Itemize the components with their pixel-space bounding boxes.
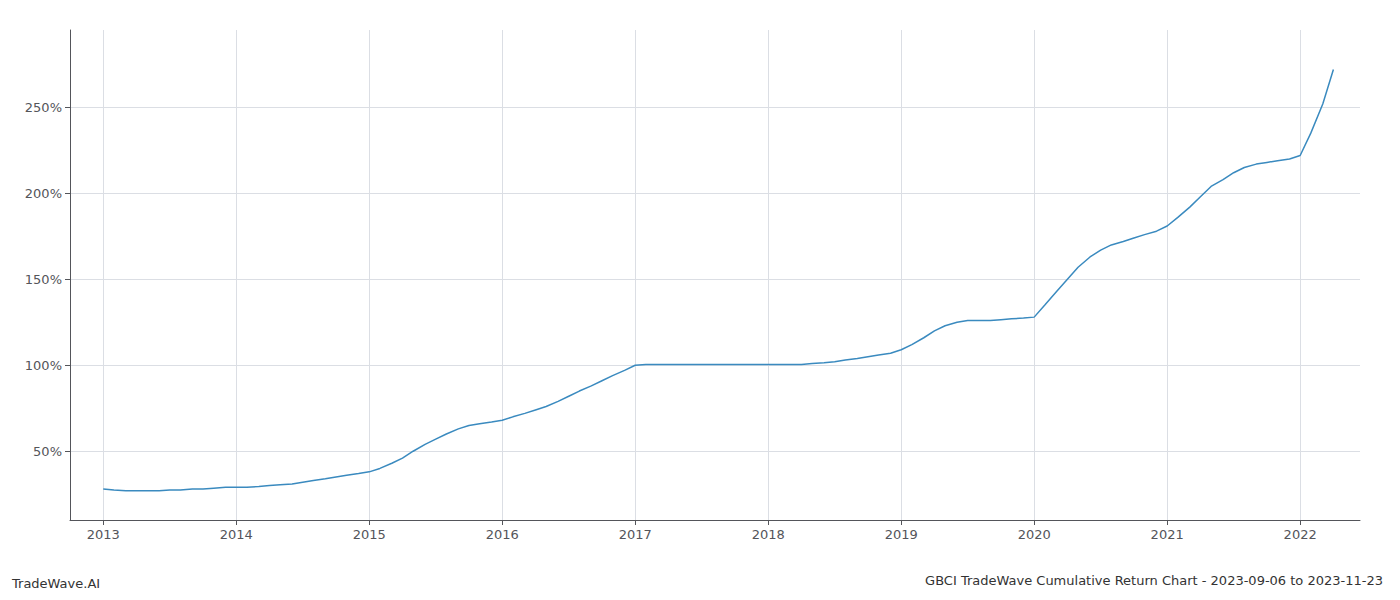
svg-text:2015: 2015 — [353, 527, 386, 542]
svg-text:2022: 2022 — [1284, 527, 1317, 542]
svg-text:GBCI TradeWave Cumulative Retu: GBCI TradeWave Cumulative Return Chart -… — [925, 573, 1383, 588]
svg-text:50%: 50% — [33, 444, 62, 459]
svg-text:250%: 250% — [25, 100, 62, 115]
svg-text:2017: 2017 — [619, 527, 652, 542]
svg-text:2013: 2013 — [87, 527, 120, 542]
svg-text:2016: 2016 — [486, 527, 519, 542]
svg-text:TradeWave.AI: TradeWave.AI — [11, 576, 100, 591]
svg-text:2018: 2018 — [752, 527, 785, 542]
svg-text:200%: 200% — [25, 186, 62, 201]
svg-text:2021: 2021 — [1151, 527, 1184, 542]
svg-text:150%: 150% — [25, 272, 62, 287]
svg-text:2014: 2014 — [220, 527, 253, 542]
svg-text:2020: 2020 — [1018, 527, 1051, 542]
svg-text:100%: 100% — [25, 358, 62, 373]
svg-text:2019: 2019 — [885, 527, 918, 542]
